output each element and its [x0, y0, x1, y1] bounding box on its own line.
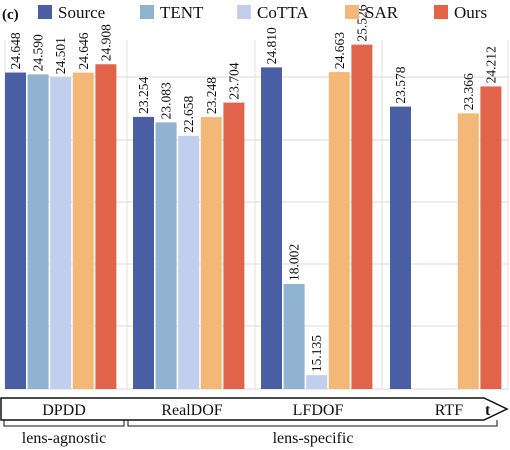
x-axis: DPDD RealDOF LFDOF RTF t lens-agnostic lens-sp…: [0, 397, 509, 447]
bar-sar-rtf: [457, 113, 479, 390]
value-label: 24.908: [98, 24, 113, 61]
bar-tent-lfdof: [283, 283, 305, 389]
bar-cotta-realdof: [178, 135, 200, 389]
legend-label-sar: SAR: [365, 3, 399, 22]
legend-swatch-ours: [434, 5, 448, 19]
bracket-lens-agnostic: [3, 420, 125, 427]
value-label: 23.248: [204, 77, 219, 114]
bar-tent-dpdd: [27, 74, 49, 389]
value-label: 24.810: [264, 27, 279, 64]
bar-ours-realdof: [223, 102, 245, 390]
value-label: 18.002: [287, 244, 302, 281]
value-label: 24.648: [8, 32, 23, 69]
value-label: 23.578: [393, 66, 408, 103]
group-label: lens-agnostic: [22, 430, 106, 447]
bar-ours-lfdof: [351, 44, 373, 389]
legend-label-source: Source: [58, 3, 105, 22]
value-label: 23.704: [226, 62, 241, 99]
legend-label-tent: TENT: [160, 3, 204, 22]
value-labels: 24.648 24.590 24.501 24.646 24.908 23.254 23.0…: [8, 4, 498, 372]
bar-sar-dpdd: [72, 72, 94, 389]
axis-end-label: t: [485, 402, 491, 419]
legend-label-ours: Ours: [454, 3, 487, 22]
bar-source-realdof: [133, 116, 154, 389]
bar-tent-realdof: [155, 122, 177, 390]
panel-label: (c): [2, 7, 19, 23]
bar-cotta-dpdd: [50, 77, 72, 389]
group-label: lens-specific: [273, 430, 354, 447]
bar-ours-rtf: [480, 86, 502, 390]
value-label: 24.212: [483, 46, 498, 83]
bar-source-lfdof: [261, 67, 282, 390]
bar-source-dpdd: [5, 72, 26, 389]
bars: [5, 44, 502, 390]
value-label: 24.501: [53, 37, 68, 74]
legend-label-cotta: CoTTA: [257, 3, 309, 22]
value-label: 24.590: [31, 34, 46, 71]
value-label: 23.083: [159, 82, 174, 119]
category-label: RealDOF: [161, 402, 222, 419]
legend-swatch-cotta: [237, 5, 251, 19]
legend: (c) Source TENT CoTTA SAR Ours: [2, 3, 487, 23]
value-label: 24.663: [332, 32, 347, 69]
axis-arrow: [0, 397, 509, 421]
category-label: DPDD: [42, 402, 86, 419]
bar-ours-dpdd: [95, 64, 117, 389]
value-label: 15.135: [309, 335, 324, 372]
category-label: LFDOF: [293, 402, 344, 419]
value-label: 23.254: [136, 77, 151, 114]
bar-source-rtf: [390, 106, 411, 389]
category-label: RTF: [435, 402, 463, 419]
legend-swatch-sar: [345, 5, 359, 19]
legend-swatch-source: [38, 5, 52, 19]
value-label: 22.658: [181, 95, 196, 132]
value-label: 24.646: [76, 32, 91, 69]
bar-sar-lfdof: [328, 72, 350, 389]
value-label: 23.366: [461, 73, 476, 110]
legend-swatch-tent: [140, 5, 154, 19]
bracket-lens-specific: [127, 420, 498, 427]
bar-cotta-lfdof: [306, 375, 328, 389]
bar-sar-realdof: [200, 117, 222, 389]
